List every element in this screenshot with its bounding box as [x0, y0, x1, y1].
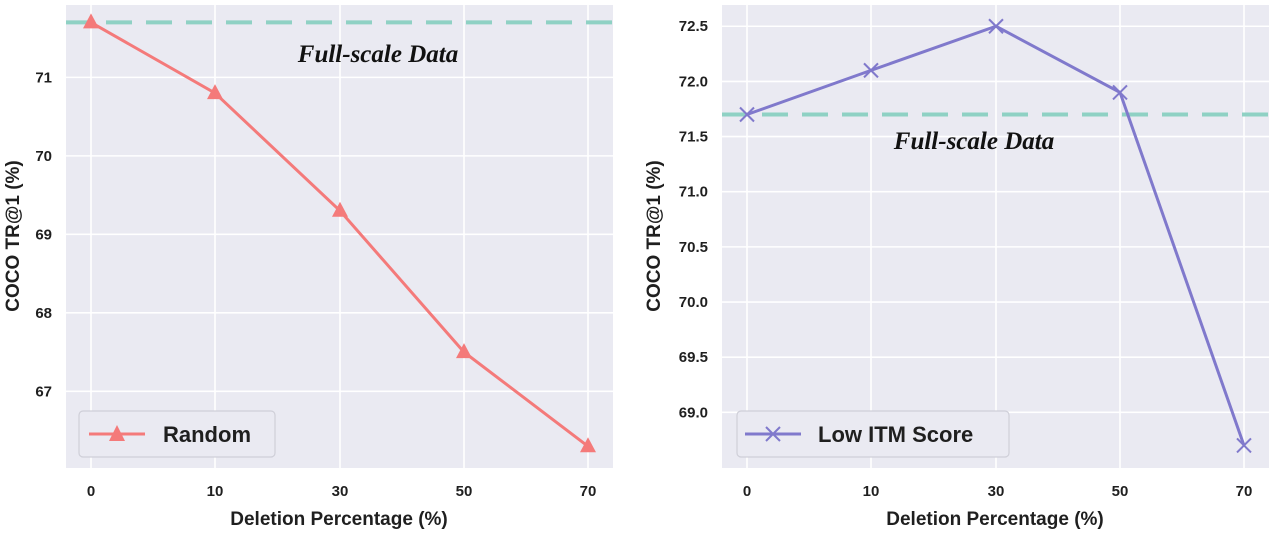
legend-box: [736, 410, 1010, 458]
y-tick-label: 70.5: [679, 239, 708, 256]
legend-box: [78, 410, 276, 458]
y-tick-label: 69: [35, 226, 52, 243]
data-point-triangle: [207, 84, 223, 100]
legend-x-mark: [765, 426, 781, 442]
data-point-triangle: [456, 343, 472, 359]
data-point-x-stroke: [1112, 84, 1128, 101]
data-point-x-stroke: [988, 18, 1004, 34]
data-point-x-stroke: [1236, 437, 1252, 454]
x-tick-labels: 0 10 30 50 70: [743, 483, 1253, 500]
data-point-triangle: [580, 437, 596, 453]
data-point-x: [739, 106, 755, 123]
y-tick-label: 68: [35, 305, 52, 322]
x-tick-label: 70: [1236, 483, 1253, 500]
x-tick-label: 30: [332, 483, 349, 500]
chart-random: 67 68 69 70 71 0 10 30 50 70 Full-scale Data Ran…: [3, 5, 613, 530]
data-point-x: [988, 18, 1004, 34]
y-tick-label: 69.5: [679, 349, 708, 366]
y-tick-label: 71: [35, 69, 52, 86]
series-markers-low-itm-score: [739, 18, 1252, 454]
reference-line-label: Full-scale Data: [297, 41, 458, 68]
data-point-x-stroke: [739, 106, 755, 123]
y-tick-label: 70.0: [679, 294, 708, 311]
legend-label: Random: [163, 422, 251, 447]
x-axis-label: Deletion Percentage (%): [230, 509, 448, 530]
legend: Random: [78, 410, 276, 458]
x-tick-labels: 0 10 30 50 70: [87, 483, 597, 500]
y-tick-label: 70: [35, 148, 52, 165]
series-markers-random: [83, 13, 596, 453]
chart-low-itm-score: 69.0 69.5 70.0 70.5 71.0 71.5 72.0 72.5 0 10 30 50…: [644, 5, 1269, 530]
y-tick-label: 69.0: [679, 404, 708, 421]
legend-x-mark-stroke: [765, 426, 781, 442]
reference-line-label: Full-scale Data: [893, 128, 1054, 155]
grid: [66, 5, 613, 468]
y-tick-label: 72.5: [679, 18, 708, 35]
y-tick-label: 71.0: [679, 184, 708, 201]
y-axis-label: COCO TR@1 (%): [3, 160, 24, 312]
x-tick-label: 10: [863, 483, 880, 500]
x-tick-label: 0: [87, 483, 95, 500]
x-tick-label: 70: [580, 483, 597, 500]
data-point-triangle: [83, 13, 99, 29]
x-tick-label: 50: [1112, 483, 1129, 500]
y-tick-labels: 69.0 69.5 70.0 70.5 71.0 71.5 72.0 72.5: [679, 18, 708, 421]
legend-label: Low ITM Score: [818, 422, 973, 447]
y-tick-label: 67: [35, 383, 52, 400]
x-tick-label: 10: [207, 483, 224, 500]
data-point-x-stroke: [863, 62, 879, 79]
data-point-triangle: [332, 201, 348, 217]
grid: [722, 5, 1269, 468]
data-point-x: [1236, 437, 1252, 454]
y-tick-labels: 67 68 69 70 71: [35, 69, 52, 400]
x-tick-label: 30: [988, 483, 1005, 500]
legend-x-icon: [765, 426, 781, 442]
data-point-x: [1112, 84, 1128, 101]
y-tick-label: 72.0: [679, 73, 708, 90]
x-axis-label: Deletion Percentage (%): [886, 509, 1104, 530]
x-tick-label: 0: [743, 483, 751, 500]
legend: Low ITM Score: [736, 410, 1010, 458]
y-tick-label: 71.5: [679, 129, 708, 146]
y-axis-label: COCO TR@1 (%): [644, 160, 665, 312]
data-point-x: [863, 62, 879, 79]
legend-triangle-icon: [109, 425, 125, 441]
x-tick-label: 50: [456, 483, 473, 500]
